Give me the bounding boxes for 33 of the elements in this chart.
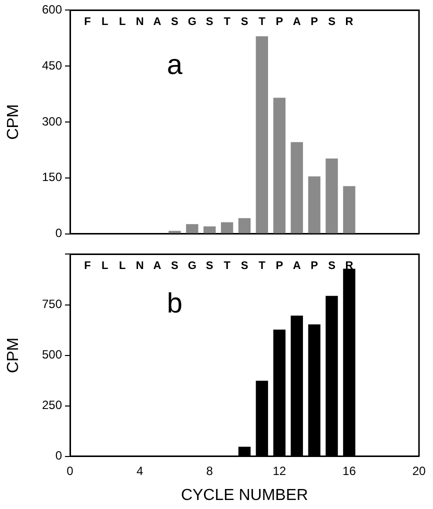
x-tick-label: 8 [206,464,214,478]
bar [256,36,268,234]
annotation: a [166,48,183,80]
y-tick-label: 750 [42,297,62,312]
bar [343,186,356,234]
y-tick-label: 150 [42,170,62,184]
y-tick-label: 600 [42,2,62,17]
x-tick-label: 20 [412,464,426,478]
x-tick-label: 0 [66,464,74,478]
bar [203,226,216,234]
bar [273,98,286,234]
y-tick-label: 300 [42,114,62,128]
y-axis-title: CPM [5,338,22,374]
bar [308,176,320,234]
y-tick-label: 250 [42,398,62,412]
bar [238,218,251,234]
bar [168,230,181,234]
text: F L L N A S G S T S T P A P S R [84,260,354,272]
x-tick-label: 12 [272,464,286,478]
bar [186,224,198,234]
bar [326,158,338,234]
x-tick-label: 16 [342,464,356,478]
x-tick-label: 4 [136,464,144,478]
bar [290,142,303,234]
y-tick-label: 500 [42,348,62,362]
bar [220,222,234,234]
annotation: b [166,287,182,318]
y-axis-title: CPM [5,104,22,140]
y-tick-label: 0 [55,448,62,463]
y-tick-label: 0 [55,226,62,240]
x-axis-title: CYCLE NUMBER [180,486,308,504]
y-tick-label: 450 [42,58,62,72]
text: F L L N A S G S T S T P A P S R [84,16,354,28]
